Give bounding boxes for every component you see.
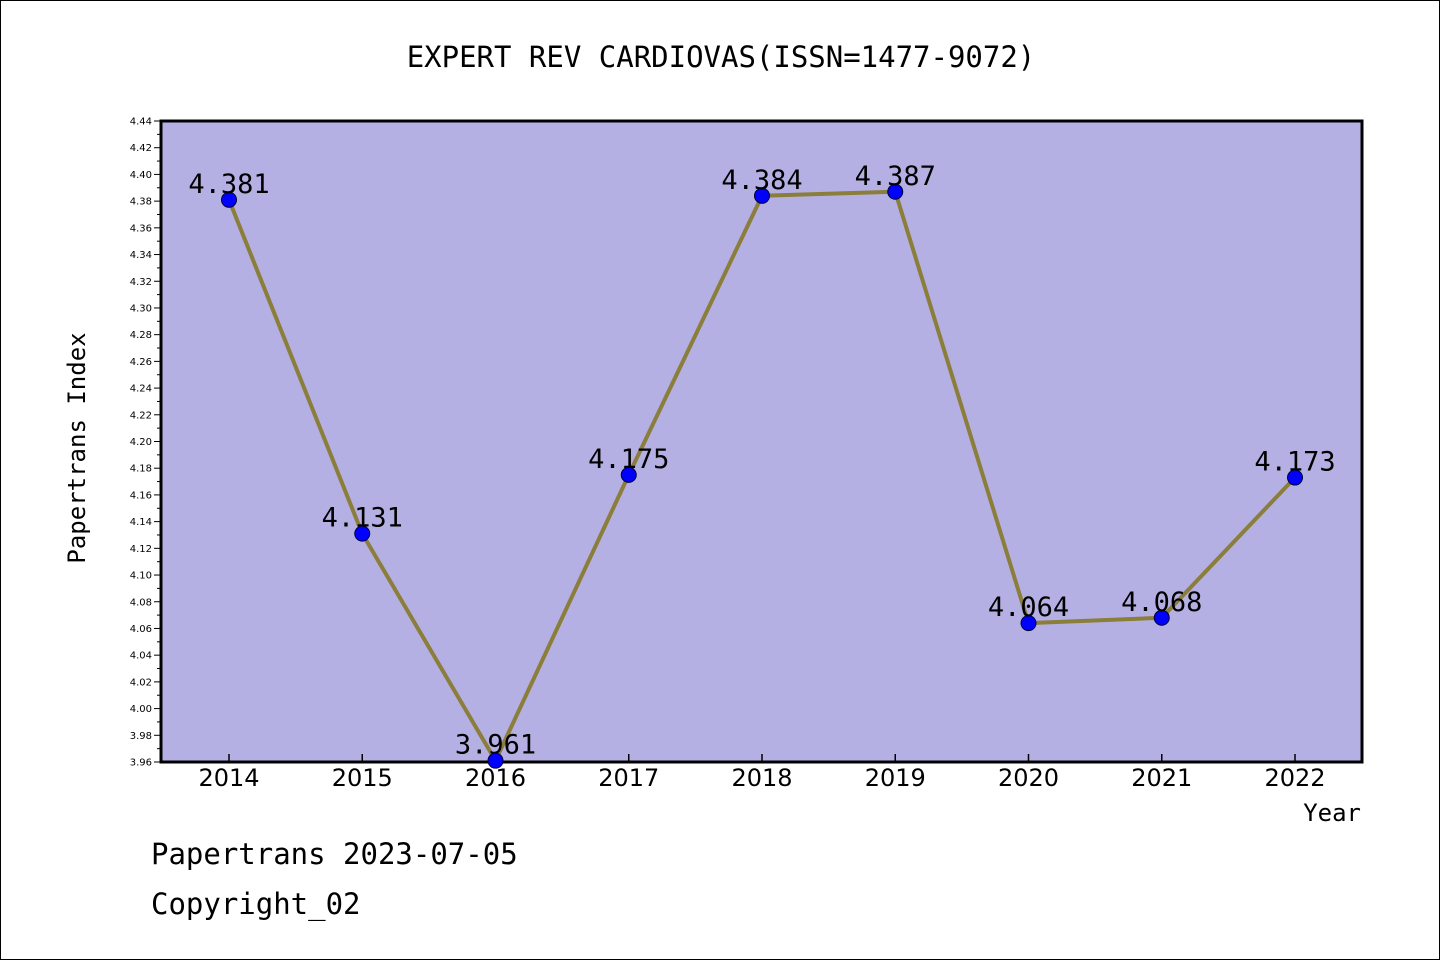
data-point bbox=[1287, 469, 1303, 486]
data-label: 4.068 bbox=[1121, 587, 1202, 618]
y-tick-label: 4.38 bbox=[130, 197, 152, 208]
y-tick-label: 4.26 bbox=[130, 357, 152, 368]
y-axis: 3.96 3.98 4.00 4.02 4.04 4.06 4.08 4.10 4.12 4.14… bbox=[130, 117, 161, 769]
data-point bbox=[1153, 609, 1170, 626]
data-label: 3.961 bbox=[455, 730, 536, 761]
x-axis: 2014 2015 2016 2017 2018 2019 2020 2021 2022 bbox=[198, 754, 1326, 792]
y-tick-label: 4.00 bbox=[130, 704, 152, 715]
x-tick-label: 2014 bbox=[198, 764, 259, 792]
y-tick-label: 4.04 bbox=[130, 651, 152, 662]
x-tick-label: 2015 bbox=[332, 764, 393, 792]
y-tick-label: 4.22 bbox=[130, 410, 152, 421]
y-tick-label: 4.34 bbox=[130, 250, 152, 261]
y-tick-label: 4.02 bbox=[130, 677, 152, 688]
data-point bbox=[754, 187, 770, 204]
x-axis-label: Year bbox=[1303, 799, 1361, 827]
x-tick-label: 2018 bbox=[731, 764, 792, 792]
data-point bbox=[487, 752, 504, 769]
data-point bbox=[221, 191, 237, 208]
y-tick-label: 4.16 bbox=[130, 490, 152, 501]
x-tick-label: 2017 bbox=[598, 764, 659, 792]
x-tick-label: 2019 bbox=[865, 764, 926, 792]
data-label: 4.131 bbox=[322, 503, 403, 534]
y-tick-label: 4.10 bbox=[130, 571, 152, 582]
data-label: 4.387 bbox=[855, 161, 936, 192]
data-point bbox=[1020, 615, 1037, 632]
data-point bbox=[620, 466, 637, 483]
y-tick-label: 4.32 bbox=[130, 277, 152, 288]
y-tick-label: 4.40 bbox=[130, 170, 152, 181]
data-point bbox=[887, 183, 904, 200]
data-label: 4.384 bbox=[721, 165, 802, 196]
x-tick-label: 2021 bbox=[1131, 764, 1192, 792]
chart-title: EXPERT REV CARDIOVAS(ISSN=1477-9072) bbox=[407, 40, 1036, 74]
data-label: 4.064 bbox=[988, 592, 1069, 623]
footer-date: Papertrans 2023-07-05 bbox=[151, 837, 518, 871]
markers-layer bbox=[221, 183, 1303, 769]
y-tick-label: 4.18 bbox=[130, 464, 152, 475]
data-labels-layer: 4.381 4.131 3.961 4.175 4.384 4.387 4.064 4.068… bbox=[188, 161, 1335, 761]
y-tick-label: 3.98 bbox=[130, 731, 152, 742]
y-tick-label: 3.96 bbox=[130, 758, 152, 769]
y-tick-label: 4.44 bbox=[130, 117, 152, 128]
y-tick-label: 4.30 bbox=[130, 303, 152, 314]
y-tick-label: 4.36 bbox=[130, 223, 152, 234]
footer-copyright: Copyright_02 bbox=[151, 887, 361, 921]
y-axis-label: Papertrans Index bbox=[63, 332, 91, 563]
data-label: 4.175 bbox=[588, 444, 669, 475]
x-tick-label: 2016 bbox=[465, 764, 526, 792]
x-tick-label: 2022 bbox=[1264, 764, 1325, 792]
data-point bbox=[354, 525, 371, 542]
y-tick-label: 4.20 bbox=[130, 437, 152, 448]
plot-area bbox=[159, 119, 1364, 764]
y-tick-label: 4.28 bbox=[130, 330, 152, 341]
data-label: 4.173 bbox=[1254, 447, 1335, 478]
y-tick-label: 4.42 bbox=[130, 143, 152, 154]
y-tick-label: 4.14 bbox=[130, 517, 152, 528]
x-tick-label: 2020 bbox=[998, 764, 1059, 792]
y-tick-label: 4.08 bbox=[130, 597, 152, 608]
y-tick-label: 4.12 bbox=[130, 544, 152, 555]
y-tick-label: 4.06 bbox=[130, 624, 152, 635]
y-tick-label: 4.24 bbox=[130, 384, 152, 395]
data-label: 4.381 bbox=[188, 169, 269, 200]
